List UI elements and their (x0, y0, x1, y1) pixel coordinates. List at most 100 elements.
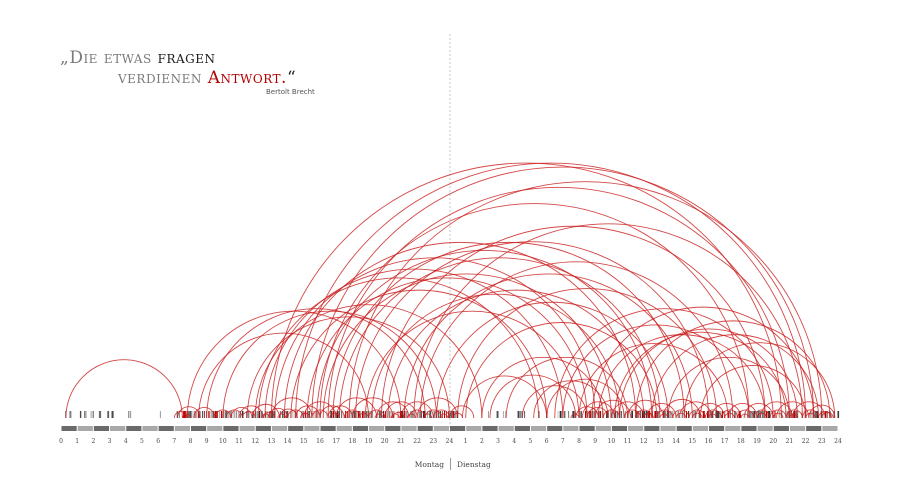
arc-76 (635, 409, 653, 419)
arc-20 (368, 409, 386, 419)
barcode-tick (749, 411, 752, 418)
arc-69 (581, 401, 616, 419)
axis-tick-label: 12 (640, 438, 648, 445)
axis-tick-label: 18 (349, 438, 357, 445)
arc-64 (505, 356, 629, 419)
barcode-tick (789, 411, 791, 418)
axis-segment (676, 426, 692, 431)
axis-segment (320, 426, 336, 431)
barcode-tick (235, 411, 237, 418)
arc-107 (554, 308, 774, 419)
barcode-tick (305, 411, 307, 418)
axis-segment (498, 426, 514, 431)
axis-tick-label: 21 (786, 438, 794, 445)
axis-segment (255, 426, 271, 431)
axis-segment (773, 426, 789, 431)
arc-59 (270, 162, 782, 419)
axis-segment (61, 426, 77, 431)
barcode-tick (435, 411, 437, 418)
axis-tick-label: 8 (577, 438, 581, 445)
arc-70 (586, 407, 609, 419)
arc-71 (594, 399, 632, 419)
barcode-tick (648, 411, 651, 418)
arc-39 (283, 241, 637, 419)
axis-segment (288, 426, 304, 431)
arc-126 (423, 413, 433, 419)
axis-segment (417, 426, 433, 431)
arc-46 (355, 241, 709, 419)
barcode-tick (505, 411, 506, 418)
arc-0 (65, 359, 183, 419)
barcode-tick (637, 411, 639, 418)
quote-word-verdienen: verdienen (118, 68, 202, 88)
barcode-tick (317, 411, 319, 418)
barcode-tick (246, 411, 247, 418)
barcode-tick (111, 411, 114, 418)
arc-22 (384, 401, 418, 419)
quote-close-mark: “ (286, 68, 297, 88)
barcode-tick (210, 411, 213, 418)
barcode-tick (450, 411, 453, 418)
barcode-tick (355, 411, 357, 418)
barcode-tick (698, 411, 701, 418)
arc-125 (406, 413, 416, 419)
barcode-tick (202, 411, 204, 418)
arc-131 (675, 412, 687, 419)
barcode-tick (593, 411, 596, 418)
arc-15 (319, 405, 345, 419)
axis-segment (433, 426, 449, 431)
axis-tick-label: 18 (737, 438, 745, 445)
arc-133 (708, 413, 718, 419)
axis-segment (450, 426, 466, 431)
barcode-tick (574, 411, 576, 418)
arc-58 (348, 181, 823, 419)
barcode-tick (345, 411, 347, 418)
axis-tick-label: 6 (545, 438, 549, 445)
axis-tick-label: 15 (300, 438, 308, 445)
arc-86 (721, 409, 739, 419)
axis-tick-label: 3 (496, 438, 500, 445)
arc-38 (274, 257, 596, 419)
barcode-tick (681, 411, 683, 418)
barcode-tick (502, 411, 504, 418)
barcode-tick (195, 411, 197, 418)
arc-44 (332, 241, 685, 419)
axis-segment (725, 426, 741, 431)
barcode-tick (616, 411, 618, 418)
barcode-tick (639, 411, 641, 418)
barcode-tick (378, 411, 381, 418)
barcode-tick (309, 411, 310, 418)
arc-49 (387, 289, 645, 419)
barcode-tick (803, 411, 805, 418)
arc-100 (597, 334, 766, 419)
axis-tick-label: 22 (413, 438, 421, 445)
barcode-tick (524, 411, 526, 418)
barcode-tick (585, 411, 587, 418)
arc-116 (225, 409, 243, 419)
arc-52 (436, 302, 669, 419)
barcode-tick (233, 411, 235, 418)
axis-segment (595, 426, 611, 431)
barcode-tick (315, 411, 317, 418)
barcode-tick (92, 411, 94, 418)
barcode-tick (349, 411, 351, 418)
axis-tick-label: 14 (672, 438, 680, 445)
arc-130 (659, 413, 669, 419)
barcode-tick (620, 411, 622, 418)
axis-tick-label: 1 (75, 438, 79, 445)
arc-10 (279, 408, 298, 419)
arc-124 (390, 413, 400, 419)
barcode-tick (488, 411, 489, 418)
barcode-tick (707, 411, 709, 418)
barcode-tick (189, 411, 192, 418)
barcode-tick (686, 411, 687, 418)
day-label-tuesday: Dienstag (457, 460, 491, 469)
axis-tick-label: 4 (124, 438, 128, 445)
arc-136 (756, 412, 768, 419)
barcode-tick (810, 411, 812, 418)
arc-layer (65, 162, 836, 419)
quote-word-etwas: etwas (103, 48, 152, 68)
barcode-tick (370, 411, 373, 418)
barcode-tick (744, 411, 746, 418)
